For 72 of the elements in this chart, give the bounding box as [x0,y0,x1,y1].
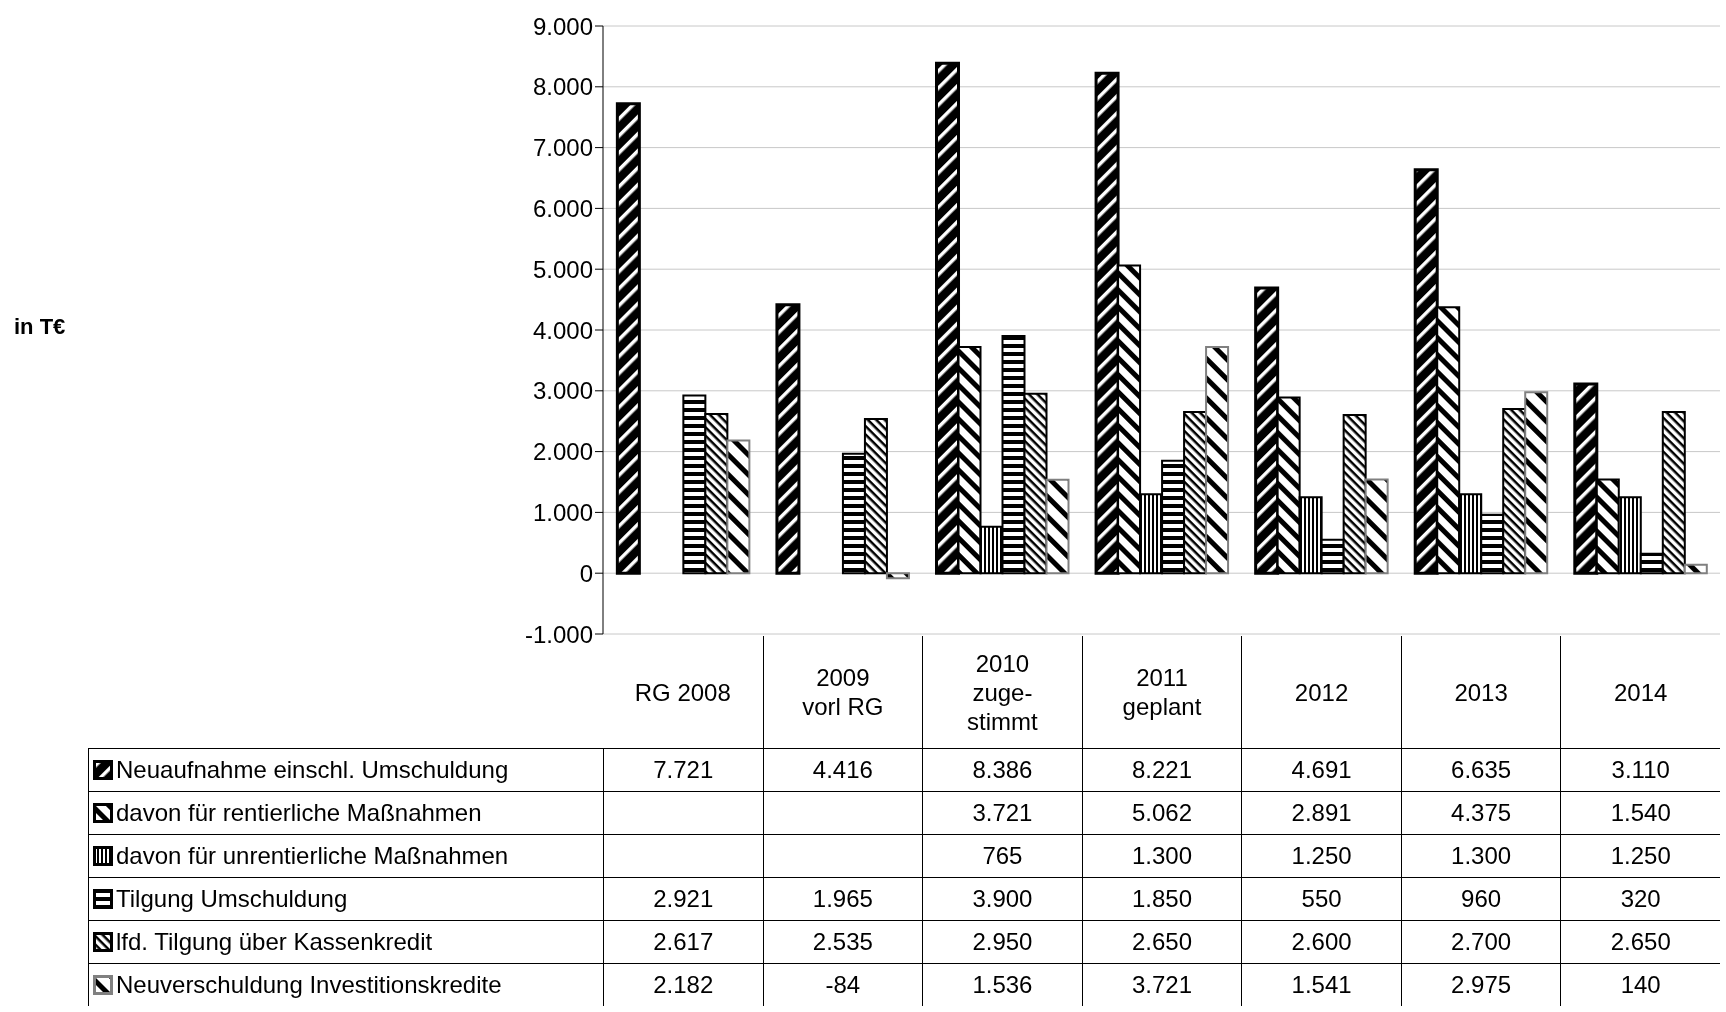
data-label: 550 [1241,877,1401,920]
data-label: 2.182 [603,963,763,1006]
y-tick-label: 9.000 [532,12,593,40]
data-label: 1.300 [1400,834,1561,877]
bar [1524,391,1549,575]
data-label: 6.635 [1400,748,1561,791]
data-label: 2.950 [922,920,1082,963]
bar [885,572,910,580]
data-label: 7.721 [603,748,763,791]
data-label: 2.891 [1241,791,1401,834]
data-label: 3.110 [1560,748,1720,791]
data-label: 320 [1560,877,1720,920]
y-tick-label: 5.000 [532,255,593,283]
data-label: 3.900 [922,877,1082,920]
data-label: 2.700 [1400,920,1561,963]
data-label: -84 [762,963,923,1006]
data-label: 1.540 [1560,791,1720,834]
data-label: 960 [1400,877,1561,920]
data-label: 1.250 [1560,834,1720,877]
y-tick-label: 1.000 [532,498,593,526]
data-label: 765 [922,834,1082,877]
data-label: 8.386 [922,748,1082,791]
legend-label: davon für unrentierliche Maßnahmen [116,842,509,870]
data-label: 8.221 [1081,748,1242,791]
x-tick-label: RG 2008 [634,677,731,707]
data-label: 1.541 [1241,963,1401,1006]
data-label: 2.535 [762,920,923,963]
y-tick-label: 6.000 [532,194,593,222]
x-tick-label: 2014 [1614,677,1668,707]
bar [1045,478,1070,575]
data-label: 1.965 [762,877,923,920]
data-label: 2.650 [1081,920,1242,963]
y-tick-label: 7.000 [532,134,593,162]
data-label: 1.250 [1241,834,1401,877]
data-label: 2.975 [1400,963,1561,1006]
x-tick-label: 2010 zuge-stimmt [967,648,1038,736]
data-label: 4.416 [762,748,923,791]
legend-label: Neuverschuldung Investitionskredite [116,971,502,999]
bar [775,303,801,575]
y-tick-label: 0 [579,559,593,587]
data-label: 1.536 [922,963,1082,1006]
data-label: 4.375 [1400,791,1561,834]
data-label: 4.691 [1241,748,1401,791]
data-label: 2.921 [603,877,763,920]
y-tick-label: 3.000 [532,377,593,405]
legend-label: Tilgung Umschuldung [116,885,348,913]
x-tick-label: 2012 [1294,677,1349,707]
legend-label: lfd. Tilgung über Kassenkredit [116,928,433,956]
data-label: 140 [1560,963,1720,1006]
y-tick-label: 2.000 [532,438,593,466]
text: in T€ [14,314,66,340]
bar [1205,345,1230,575]
data-label: 1.850 [1081,877,1242,920]
bar [726,439,751,575]
y-tick-label: 8.000 [532,73,593,101]
legend-label: davon für rentierliche Maßnahmen [116,799,482,827]
data-label: 2.617 [603,920,763,963]
bar [1683,563,1708,575]
data-label: 3.721 [922,791,1082,834]
x-tick-label: 2011 geplant [1122,663,1202,721]
data-label: 3.721 [1081,963,1242,1006]
bar [615,102,641,575]
x-tick-label: 2013 [1454,677,1508,707]
legend-label: Neuaufnahme einschl. Umschuldung [116,756,509,784]
x-tick-label: 2009 vorl RG [802,663,884,721]
y-tick-label: -1.000 [524,620,593,648]
y-tick-label: 4.000 [532,316,593,344]
data-label: 5.062 [1081,791,1242,834]
data-label: 2.600 [1241,920,1401,963]
data-label: 1.300 [1081,834,1242,877]
data-label: 2.650 [1560,920,1720,963]
bar [1364,478,1389,575]
